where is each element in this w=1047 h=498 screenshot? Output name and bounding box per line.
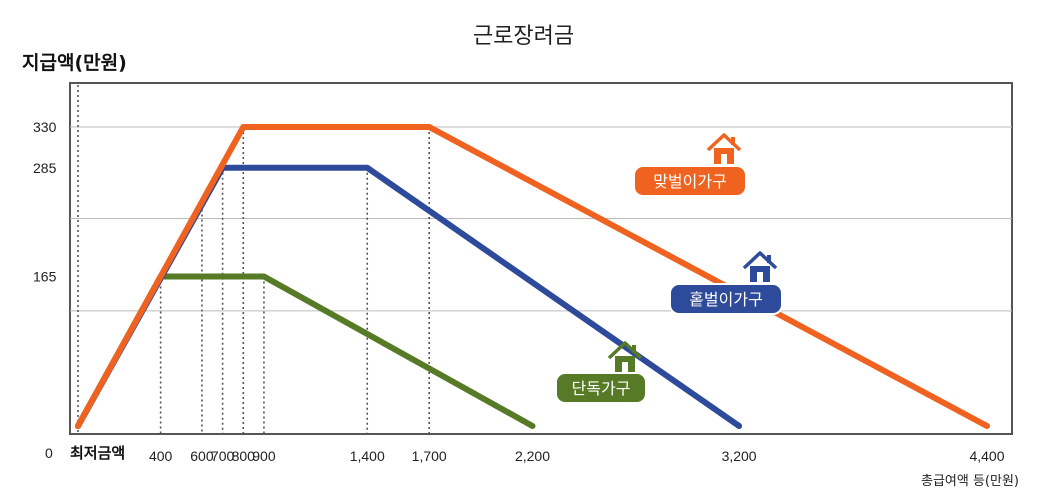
legend-label: 단독가구 <box>572 379 631 398</box>
x-axis-label: 총급여액 등(만원) <box>921 474 1019 489</box>
house-icon <box>721 154 727 164</box>
x-tick-label: 2,200 <box>515 448 550 464</box>
chart-title: 근로장려금 <box>472 24 575 49</box>
series-line <box>75 124 990 429</box>
x-tick-label: 600 <box>190 448 214 464</box>
legend-badge <box>555 372 647 404</box>
x-tick-label: 900 <box>252 448 276 464</box>
legend-label: 맞벌이가구 <box>653 172 727 191</box>
house-icon <box>607 341 643 360</box>
y-tick-label: 165 <box>33 269 57 285</box>
y-tick-label: 0 <box>45 445 53 461</box>
x-tick-label: 3,200 <box>722 448 757 464</box>
house-icon <box>742 251 778 270</box>
x-tick-label: 4,400 <box>969 448 1004 464</box>
x-tick-label: 최저금액 <box>70 444 125 462</box>
y-tick-label: 330 <box>33 119 57 135</box>
x-tick-label: 700 <box>211 448 235 464</box>
house-icon <box>622 362 628 372</box>
y-tick-label: 285 <box>33 160 57 176</box>
house-icon <box>706 133 742 152</box>
x-tick-label: 800 <box>232 448 256 464</box>
legend-badge <box>633 165 747 197</box>
x-tick-label: 400 <box>149 448 173 464</box>
house-icon <box>632 345 636 353</box>
house-icon <box>767 255 771 263</box>
legend-label: 홑벌이가구 <box>689 290 763 309</box>
legend-badge <box>669 283 783 315</box>
plot-frame <box>69 82 1013 435</box>
x-tick-label: 1,400 <box>350 448 385 464</box>
x-tick-label: 1,700 <box>412 448 447 464</box>
house-icon <box>757 272 763 282</box>
house-icon <box>731 137 735 145</box>
y-axis-label: 지급액(만원) <box>22 52 127 74</box>
